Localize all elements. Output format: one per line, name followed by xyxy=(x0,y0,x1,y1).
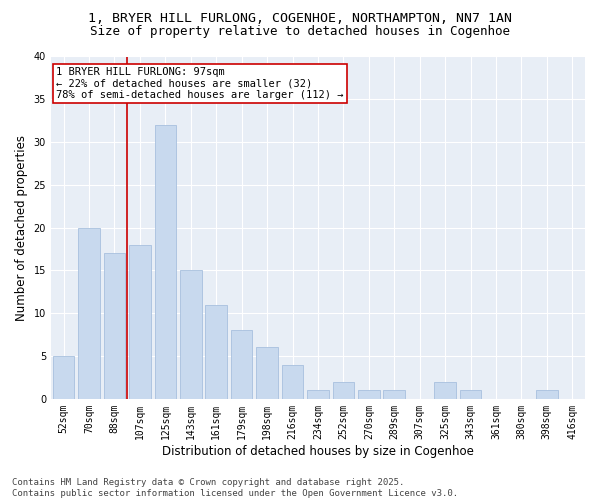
Text: Size of property relative to detached houses in Cogenhoe: Size of property relative to detached ho… xyxy=(90,25,510,38)
Bar xyxy=(460,390,481,399)
Bar xyxy=(155,125,176,399)
Y-axis label: Number of detached properties: Number of detached properties xyxy=(15,134,28,320)
Text: 1 BRYER HILL FURLONG: 97sqm
← 22% of detached houses are smaller (32)
78% of sem: 1 BRYER HILL FURLONG: 97sqm ← 22% of det… xyxy=(56,67,344,100)
Bar xyxy=(282,364,304,399)
Bar xyxy=(332,382,354,399)
Bar xyxy=(205,304,227,399)
Bar xyxy=(358,390,380,399)
Bar xyxy=(434,382,456,399)
X-axis label: Distribution of detached houses by size in Cogenhoe: Distribution of detached houses by size … xyxy=(162,444,474,458)
Text: Contains HM Land Registry data © Crown copyright and database right 2025.
Contai: Contains HM Land Registry data © Crown c… xyxy=(12,478,458,498)
Bar xyxy=(307,390,329,399)
Bar xyxy=(536,390,557,399)
Bar xyxy=(256,348,278,399)
Bar xyxy=(104,254,125,399)
Bar xyxy=(180,270,202,399)
Bar xyxy=(53,356,74,399)
Bar xyxy=(231,330,253,399)
Text: 1, BRYER HILL FURLONG, COGENHOE, NORTHAMPTON, NN7 1AN: 1, BRYER HILL FURLONG, COGENHOE, NORTHAM… xyxy=(88,12,512,26)
Bar xyxy=(129,245,151,399)
Bar xyxy=(383,390,405,399)
Bar xyxy=(78,228,100,399)
